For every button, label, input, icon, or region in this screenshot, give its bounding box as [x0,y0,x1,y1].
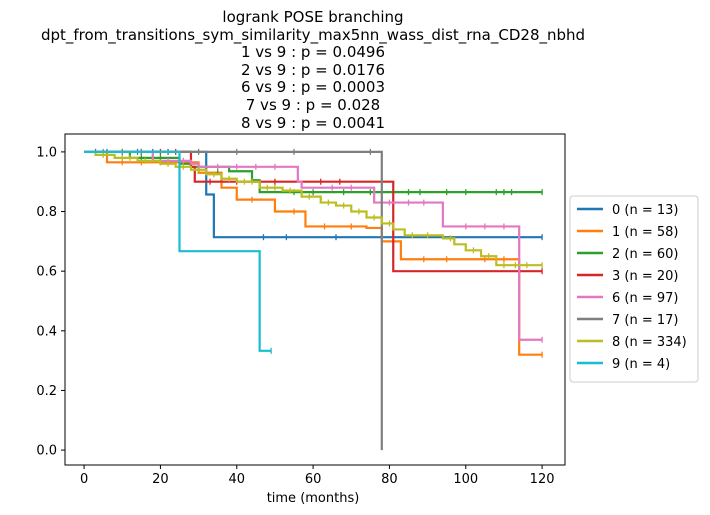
title-line: logrank POSE branching [222,8,403,26]
x-tick-label: 20 [152,472,169,487]
title-line: dpt_from_transitions_sym_similarity_max5… [41,26,585,45]
survival-curve [84,150,543,273]
legend-label: 6 (n = 97) [612,291,679,306]
y-tick-label: 1.0 [36,145,57,160]
chart-title: logrank POSE branching dpt_from_transiti… [41,8,585,132]
title-line: 2 vs 9 : p = 0.0176 [241,61,385,79]
x-tick-label: 60 [305,472,322,487]
title-line: 6 vs 9 : p = 0.0003 [241,78,385,96]
x-tick-label: 100 [453,472,478,487]
x-tick-label: 0 [80,472,88,487]
survival-curve [84,150,543,341]
survival-curve [84,150,543,267]
legend-label: 2 (n = 60) [612,247,679,262]
axes: 0 20 40 60 80 100 120 0.0 0.2 0.4 0.6 0.8 1.0 [36,145,554,487]
y-tick-label: 0.4 [36,324,57,339]
y-tick-label: 0.6 [36,265,57,280]
legend-label: 7 (n = 17) [612,313,679,328]
legend-label: 1 (n = 58) [612,225,679,240]
legend: 0 (n = 13) 1 (n = 58) 2 (n = 60) 3 (n = 20)… [569,195,699,383]
x-tick-label: 120 [530,472,555,487]
title-line: 7 vs 9 : p = 0.028 [246,96,380,114]
title-line: 1 vs 9 : p = 0.0496 [241,43,385,61]
legend-box [569,195,699,383]
legend-label: 9 (n = 4) [612,357,670,372]
x-tick-label: 80 [381,472,398,487]
plot-frame [64,133,566,466]
series-lines [84,148,543,451]
survival-curve [84,150,383,451]
y-tick-label: 0.0 [36,444,57,459]
x-tick-label: 40 [228,472,245,487]
legend-label: 8 (n = 334) [612,335,687,350]
title-line: 8 vs 9 : p = 0.0041 [241,114,385,132]
survival-curve [84,150,272,352]
legend-label: 3 (n = 20) [612,269,679,284]
legend-label: 0 (n = 13) [612,203,679,218]
y-tick-label: 0.8 [36,205,57,220]
y-tick-label: 0.2 [36,384,57,399]
x-axis-label: time (months) [267,491,360,506]
